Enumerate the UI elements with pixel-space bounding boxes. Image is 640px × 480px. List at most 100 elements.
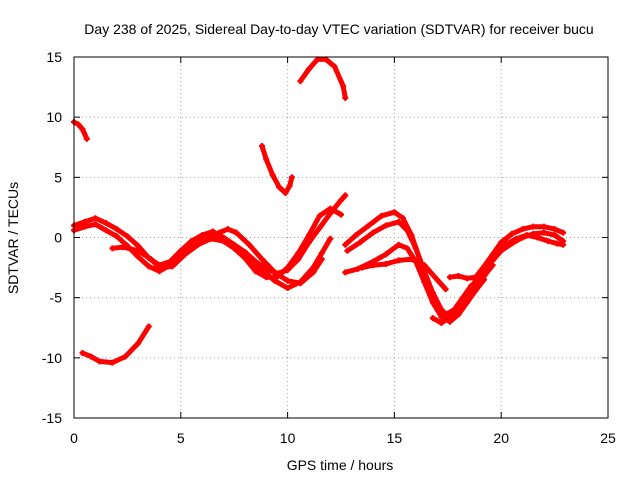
data-point	[464, 275, 471, 282]
data-point	[318, 250, 325, 257]
data-point	[502, 241, 509, 248]
data-point	[560, 241, 567, 248]
data-point	[352, 232, 359, 239]
data-point	[455, 310, 462, 317]
data-point	[404, 227, 411, 234]
data-point	[493, 248, 500, 255]
data-point	[269, 171, 276, 178]
data-point	[103, 227, 110, 234]
data-point	[378, 212, 385, 219]
data-point	[203, 234, 210, 241]
data-point	[297, 280, 304, 287]
data-point	[79, 126, 86, 133]
data-point	[399, 215, 406, 222]
data-point	[382, 260, 389, 267]
data-point	[135, 247, 142, 254]
data-point	[276, 183, 283, 190]
data-point	[545, 238, 552, 245]
data-point	[395, 218, 402, 225]
data-point	[395, 241, 402, 248]
data-point	[316, 212, 323, 219]
data-point	[429, 299, 436, 306]
data-point	[442, 286, 449, 293]
data-point	[342, 269, 349, 276]
x-tick-label: 25	[600, 430, 616, 446]
data-point	[338, 211, 344, 218]
data-point	[408, 256, 415, 263]
y-tick-label: 0	[54, 230, 62, 246]
data-point	[305, 66, 312, 73]
data-point	[455, 301, 462, 308]
data-point	[284, 285, 291, 292]
data-point	[135, 340, 142, 347]
data-point	[156, 264, 163, 271]
data-point	[489, 257, 496, 264]
data-point	[295, 256, 302, 263]
data-point	[365, 222, 372, 229]
data-point	[316, 224, 323, 231]
data-point	[357, 239, 364, 246]
data-point	[438, 313, 445, 320]
data-point	[305, 239, 312, 246]
data-point	[216, 229, 223, 236]
data-point	[560, 229, 567, 236]
data-point	[340, 82, 347, 89]
data-point	[284, 266, 291, 273]
y-tick-label: 10	[46, 109, 62, 125]
data-point	[519, 226, 526, 233]
data-point	[263, 156, 270, 163]
data-point	[331, 63, 338, 70]
y-tick-label: -10	[42, 350, 62, 366]
data-point	[540, 223, 547, 230]
data-point	[438, 319, 445, 326]
data-point	[83, 135, 90, 142]
data-point	[271, 277, 278, 284]
data-point	[534, 234, 541, 241]
data-point	[145, 263, 152, 270]
data-point	[342, 241, 349, 248]
data-point	[282, 189, 289, 196]
data-point	[370, 262, 377, 269]
x-tick-label: 20	[493, 430, 509, 446]
x-tick-label: 15	[387, 430, 403, 446]
data-point	[455, 273, 462, 280]
series-arc-12	[359, 256, 449, 293]
data-point	[370, 229, 377, 236]
data-point	[224, 226, 231, 233]
x-tick-label: 0	[70, 430, 78, 446]
data-point	[113, 233, 120, 240]
data-point	[135, 253, 142, 260]
data-point	[169, 263, 176, 270]
data-point	[434, 276, 441, 283]
data-point	[327, 210, 334, 217]
data-point	[258, 256, 265, 263]
data-point	[284, 277, 291, 284]
x-axis-label: GPS time / hours	[287, 457, 394, 473]
data-point	[288, 174, 295, 181]
series-line	[344, 219, 496, 321]
data-point	[540, 229, 547, 236]
chart-title: Day 238 of 2025, Sidereal Day-to-day VTE…	[84, 21, 593, 37]
data-point	[310, 269, 317, 276]
x-tick-label: 10	[280, 430, 296, 446]
data-point	[103, 220, 110, 227]
data-point	[338, 197, 344, 204]
data-point	[553, 240, 560, 247]
data-point	[120, 244, 127, 251]
data-point	[246, 257, 253, 264]
data-point	[464, 289, 471, 296]
data-point	[109, 245, 116, 252]
y-tick-label: -5	[50, 290, 63, 306]
data-point	[327, 235, 334, 242]
data-point	[355, 265, 362, 272]
data-point	[190, 240, 197, 247]
data-point	[286, 182, 293, 189]
data-point	[412, 245, 419, 252]
data-point	[438, 306, 445, 313]
data-point	[318, 256, 325, 263]
data-point	[252, 268, 259, 275]
data-point	[297, 78, 304, 85]
data-point	[446, 274, 453, 281]
data-point	[271, 269, 278, 276]
data-point	[182, 251, 189, 258]
